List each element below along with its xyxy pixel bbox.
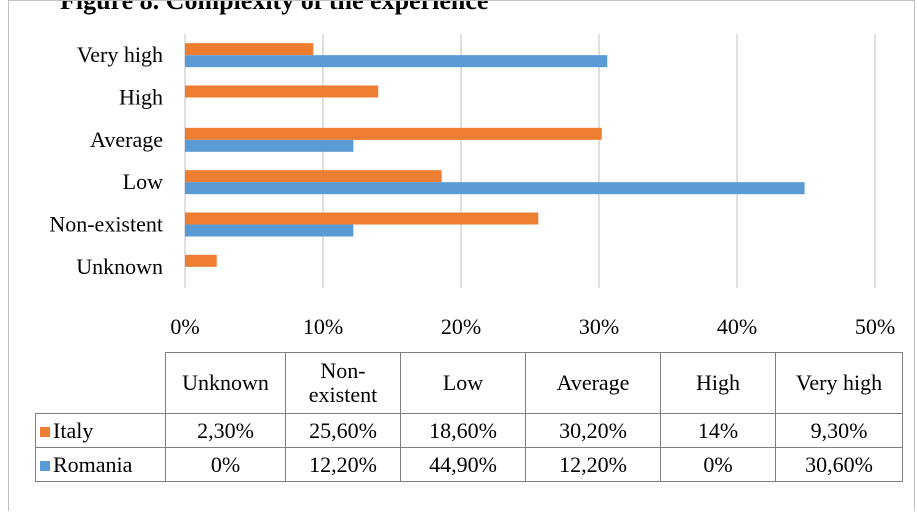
legend-swatch bbox=[40, 427, 50, 437]
bar-italy bbox=[185, 43, 313, 55]
x-tick-label: 20% bbox=[441, 314, 481, 339]
table-cell: 0% bbox=[661, 448, 776, 482]
bar-romania bbox=[185, 182, 805, 194]
legend-swatch bbox=[40, 461, 50, 471]
table-column-header: Non-existent bbox=[286, 353, 401, 414]
legend-entry: Romania bbox=[36, 448, 166, 482]
table-cell: 30,20% bbox=[526, 414, 661, 448]
bars bbox=[185, 43, 805, 267]
table-cell: 9,30% bbox=[776, 414, 903, 448]
bar-romania bbox=[185, 225, 353, 237]
category-label: Non-existent bbox=[49, 212, 163, 237]
x-tick-labels: 0% 10% 20% 30% 40% 50% bbox=[170, 314, 895, 339]
bar-italy bbox=[185, 213, 538, 225]
bar-italy bbox=[185, 255, 217, 267]
table-cell: 0% bbox=[166, 448, 286, 482]
x-tick-label: 40% bbox=[717, 314, 757, 339]
table-column-header: High bbox=[661, 353, 776, 414]
x-tick-label: 0% bbox=[170, 314, 199, 339]
bar-italy bbox=[185, 170, 442, 182]
table-column-header: Unknown bbox=[166, 353, 286, 414]
data-table: Unknown Non-existent Low Average High Very hi… bbox=[35, 352, 903, 482]
category-label: High bbox=[119, 85, 163, 110]
table-cell: 2,30% bbox=[166, 414, 286, 448]
table-cell: 44,90% bbox=[401, 448, 526, 482]
category-label: Very high bbox=[77, 42, 163, 67]
category-label: Low bbox=[123, 169, 163, 194]
table-column-header: Low bbox=[401, 353, 526, 414]
x-tick-label: 10% bbox=[303, 314, 343, 339]
table-column-header: Average bbox=[526, 353, 661, 414]
bar-chart: Unknown Non-existent Low Average High Very hi… bbox=[0, 0, 917, 352]
bar-romania bbox=[185, 55, 607, 67]
table-cell: 12,20% bbox=[526, 448, 661, 482]
table-row: Italy 2,30% 25,60% 18,60% 30,20% 14% 9,30% bbox=[36, 414, 903, 448]
table-cell: 14% bbox=[661, 414, 776, 448]
table-cell: 30,60% bbox=[776, 448, 903, 482]
table-cell: 12,20% bbox=[286, 448, 401, 482]
table-column-header: Very high bbox=[776, 353, 903, 414]
x-tick-label: 50% bbox=[855, 314, 895, 339]
table-cell: 18,60% bbox=[401, 414, 526, 448]
table-corner bbox=[36, 353, 166, 414]
bar-italy bbox=[185, 128, 602, 140]
table-cell: 25,60% bbox=[286, 414, 401, 448]
legend-label: Romania bbox=[53, 452, 132, 477]
bar-italy bbox=[185, 86, 378, 98]
legend-entry: Italy bbox=[36, 414, 166, 448]
category-labels: Unknown Non-existent Low Average High Very hi… bbox=[49, 42, 163, 279]
gridlines bbox=[185, 34, 875, 288]
category-label: Unknown bbox=[76, 254, 163, 279]
category-label: Average bbox=[90, 127, 163, 152]
legend-label: Italy bbox=[53, 418, 93, 443]
table-row: Romania 0% 12,20% 44,90% 12,20% 0% 30,60% bbox=[36, 448, 903, 482]
x-tick-label: 30% bbox=[579, 314, 619, 339]
bar-romania bbox=[185, 140, 353, 152]
